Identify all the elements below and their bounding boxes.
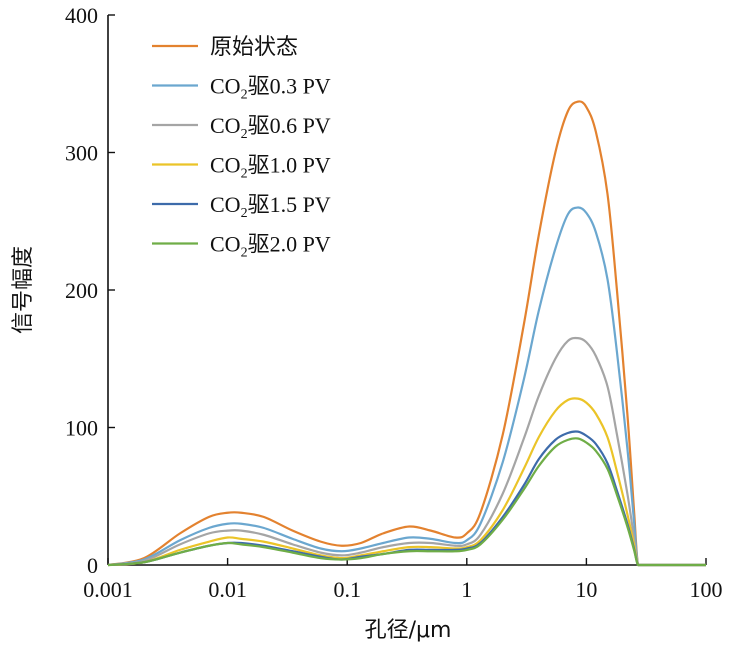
legend-label-1: 原始状态 xyxy=(210,35,298,60)
x-tick-label: 0.01 xyxy=(208,577,247,602)
x-tick-label: 10 xyxy=(575,577,597,602)
y-tick-label: 300 xyxy=(65,141,98,166)
axes: 0 100 200 300 400 0.001 0.01 0.1 1 10 100 xyxy=(65,3,723,602)
y-tick-label: 200 xyxy=(65,278,98,303)
x-tick-label: 100 xyxy=(690,577,723,602)
legend-label-5: CO2驱1.5 PV xyxy=(210,192,331,221)
y-tick-label: 400 xyxy=(65,3,98,28)
y-axis-title: 信号幅度 xyxy=(11,246,36,334)
x-axis-title: 孔径/μm xyxy=(365,618,452,643)
x-tick-label: 0.001 xyxy=(83,577,133,602)
legend-label-3: CO2驱0.6 PV xyxy=(210,113,331,142)
x-tick-label: 0.1 xyxy=(333,577,361,602)
series-layer xyxy=(107,100,706,567)
legend-label-6: CO2驱2.0 PV xyxy=(210,232,331,261)
legend-label-4: CO2驱1.0 PV xyxy=(210,153,331,182)
x-tick-label: 1 xyxy=(461,577,472,602)
legend: 原始状态 CO2驱0.3 PV CO2驱0.6 PV CO2驱1.0 PV CO2驱1.… xyxy=(152,35,331,261)
y-tick-label: 100 xyxy=(65,416,98,441)
series-line-4 xyxy=(107,397,706,567)
legend-label-2: CO2驱0.3 PV xyxy=(210,74,331,103)
series-line-2 xyxy=(107,206,706,567)
series-line-1 xyxy=(107,100,706,567)
series-line-3 xyxy=(107,336,706,567)
y-tick-label: 0 xyxy=(87,553,98,578)
series-line-6 xyxy=(107,437,706,567)
